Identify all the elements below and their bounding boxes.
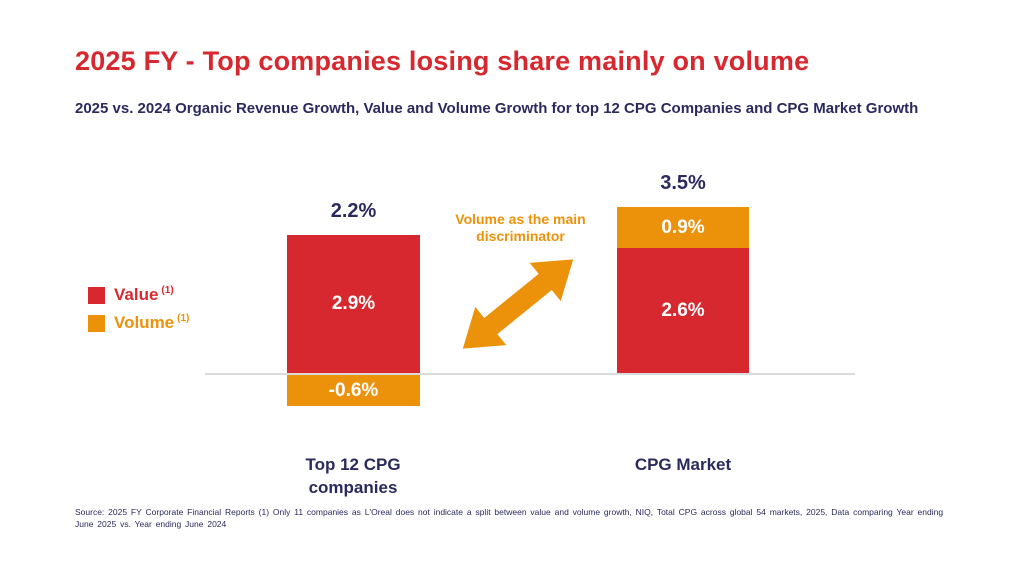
legend-value-label: Value (1) [114,285,174,304]
legend-item-value: Value (1) [88,285,189,305]
total-label-top12: 2.2% [330,200,377,222]
category-label-top12: Top 12 CPG companies [305,455,401,497]
segment-value-label: 0.9% [661,216,705,238]
segment-value-label: -0.6% [328,379,379,401]
source-footnote: Source: 2025 FY Corporate Financial Repo… [75,507,944,529]
legend: Value (1) Volume (1) [88,285,189,333]
total-label-cpg-market: 3.5% [660,172,706,194]
footnote-marker: (1) [161,285,174,297]
value-swatch-icon [88,286,105,304]
legend-item-volume: Volume (1) [88,313,189,333]
footnote-marker: (1) [177,313,190,325]
bar-segment-market-volume: 0.9% [617,207,749,248]
segment-value-label: 2.9% [331,293,376,314]
page-title: 2025 FY - Top companies losing share mai… [75,46,810,76]
segment-value-label: 2.6% [661,299,705,321]
volume-swatch-icon [88,314,105,332]
bar-segment-top12-volume: -0.6% [287,375,420,406]
double-arrow-icon [446,239,589,369]
annotation-text: Volume as the main discriminator [455,211,586,244]
bar-segment-top12-value: 2.9% [287,235,420,373]
category-label-cpg-market: CPG Market [634,455,732,474]
legend-volume-label: Volume (1) [114,313,190,332]
zero-baseline [205,373,855,375]
chart-subtitle: 2025 vs. 2024 Organic Revenue Growth, Va… [75,100,919,117]
bar-segment-market-value: 2.6% [617,248,749,373]
